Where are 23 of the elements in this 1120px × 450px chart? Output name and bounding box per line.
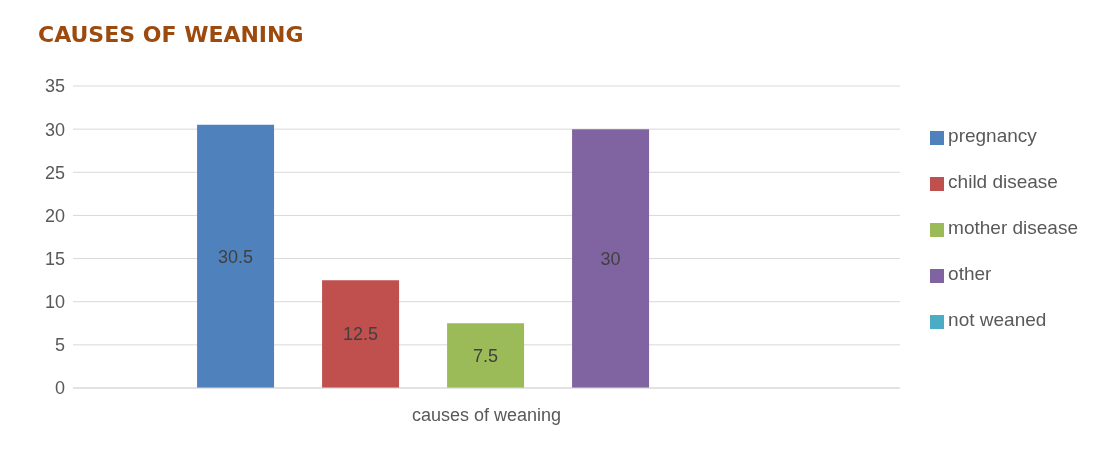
data-label: 7.5	[473, 346, 499, 367]
legend-label: mother disease	[948, 217, 1078, 238]
data-label: 30	[600, 248, 621, 269]
data-label: 12.5	[343, 324, 379, 345]
bar	[572, 129, 650, 388]
y-tick-label: 5	[54, 335, 65, 356]
y-tick-label: 30	[44, 119, 65, 140]
legend-label: not weaned	[948, 309, 1047, 330]
y-tick-label: 0	[54, 378, 65, 399]
bar	[322, 280, 400, 388]
y-tick-label: 20	[44, 205, 65, 226]
legend-label: other	[948, 263, 992, 284]
bar	[447, 323, 525, 388]
data-label: 30.5	[218, 246, 254, 267]
y-tick-label: 35	[44, 76, 65, 97]
legend-label: child disease	[948, 171, 1058, 192]
y-tick-label: 15	[44, 248, 65, 269]
y-tick-label: 25	[44, 162, 65, 183]
y-tick-label: 10	[44, 292, 65, 313]
legend-label: pregnancy	[948, 125, 1037, 146]
x-tick-label: causes of weaning	[411, 404, 562, 425]
bar	[197, 124, 275, 388]
chart-title: CAUSES OF WEANING	[38, 22, 304, 47]
